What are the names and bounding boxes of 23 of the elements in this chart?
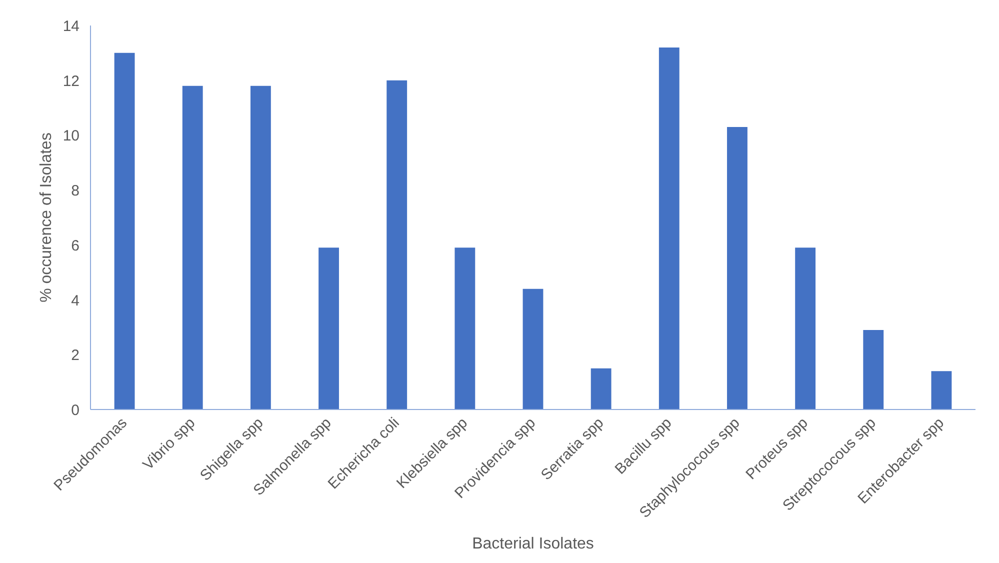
bar [454,248,476,410]
bar [522,288,544,410]
bar [114,52,135,410]
y-tick-label: 12 [62,72,80,90]
y-tick-label: 8 [71,182,80,200]
bar [727,126,748,410]
bar [795,248,816,410]
bar [182,86,203,410]
y-tick-label: 0 [71,402,80,419]
y-tick-label: 10 [62,128,80,145]
bar [250,86,271,410]
y-axis-title: % occurence of Isolates [38,132,55,302]
y-tick-label: 14 [62,18,80,35]
bar [590,368,612,410]
y-tick-label: 6 [71,237,80,254]
y-tick-label: 2 [71,347,80,364]
bar [318,248,339,410]
bar [658,47,680,410]
bar [931,371,952,410]
y-tick-label: 4 [71,292,80,310]
bar [386,80,408,410]
bar [863,330,884,410]
x-axis-title: Bacterial Isolates [472,535,594,552]
